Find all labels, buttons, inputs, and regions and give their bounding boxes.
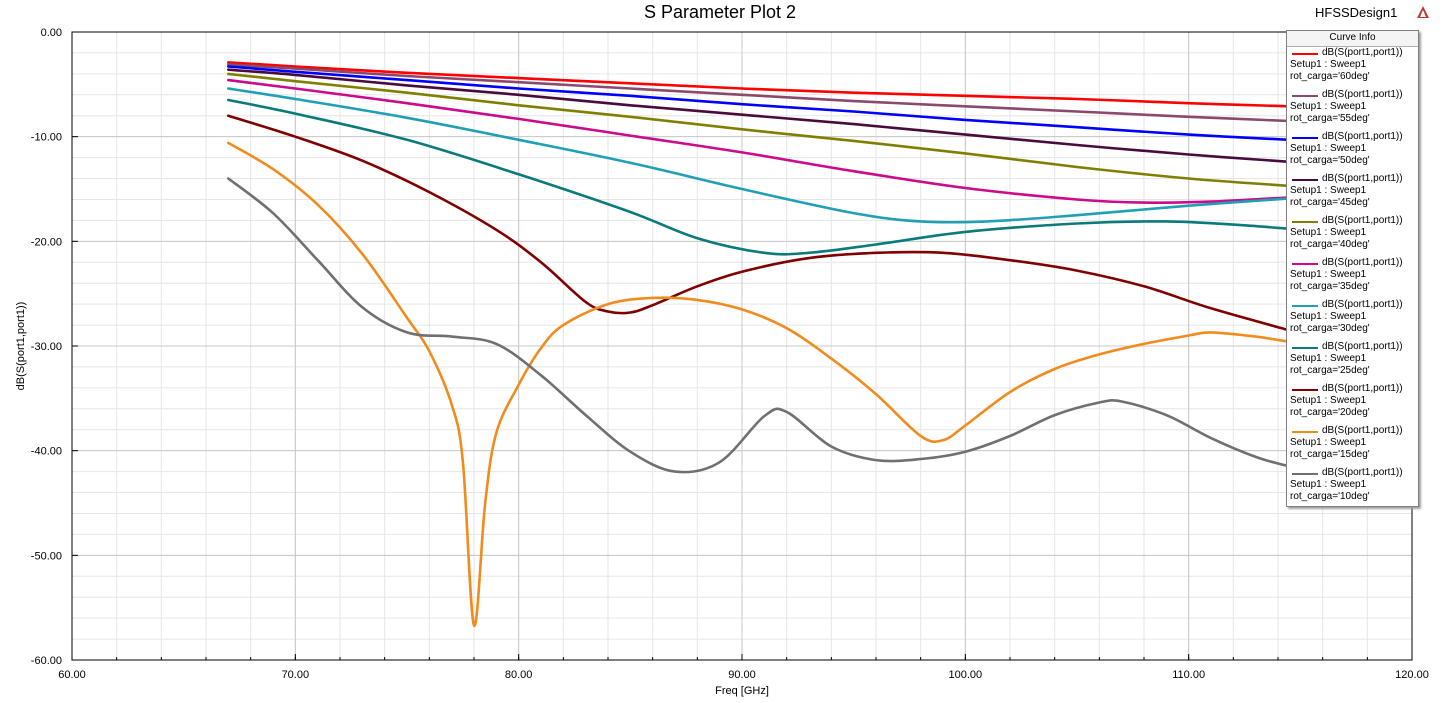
legend-setup: Setup1 : Sweep1	[1290, 311, 1367, 322]
y-tick-label: -30.00	[31, 341, 62, 353]
y-axis-label: dB(S(port1,port1))	[15, 302, 27, 391]
legend-swatch	[1292, 263, 1318, 265]
chart-title: S Parameter Plot 2	[643, 2, 797, 22]
legend-parameter: rot_carga='15deg'	[1290, 449, 1370, 460]
ansys-logo-icon	[1417, 6, 1429, 18]
legend-setup: Setup1 : Sweep1	[1290, 227, 1367, 238]
legend-setup: Setup1 : Sweep1	[1290, 395, 1367, 406]
legend-parameter: rot_carga='45deg'	[1290, 197, 1370, 208]
series-line-2	[227, 65, 1291, 142]
legend-expression: dB(S(port1,port1))	[1322, 215, 1403, 226]
legend-swatch	[1292, 137, 1318, 139]
legend-expression: dB(S(port1,port1))	[1322, 47, 1403, 58]
legend-expression: dB(S(port1,port1))	[1322, 89, 1403, 100]
legend-swatch	[1292, 95, 1318, 97]
x-axis-label: Freq [GHz]	[715, 685, 769, 697]
legend-expression: dB(S(port1,port1))	[1322, 425, 1403, 436]
series-line-0	[227, 61, 1291, 108]
legend-swatch	[1292, 53, 1318, 55]
x-tick-label: 90.00	[728, 669, 756, 681]
legend-entry[interactable]: dB(S(port1,port1)) Setup1 : Sweep1 rot_car…	[1287, 299, 1418, 341]
x-tick-label: 110.00	[1172, 669, 1205, 681]
series-line-10	[227, 177, 1291, 474]
legend-entry[interactable]: dB(S(port1,port1)) Setup1 : Sweep1 rot_car…	[1287, 131, 1418, 173]
legend-parameter: rot_carga='25deg'	[1290, 365, 1370, 376]
legend-setup: Setup1 : Sweep1	[1290, 59, 1367, 70]
legend-entry[interactable]: dB(S(port1,port1)) Setup1 : Sweep1 rot_car…	[1287, 341, 1418, 383]
series-line-9	[227, 141, 1291, 627]
legend-expression: dB(S(port1,port1))	[1322, 383, 1403, 394]
legend-swatch	[1292, 389, 1318, 391]
legend-setup: Setup1 : Sweep1	[1290, 269, 1367, 280]
x-tick-label: 80.00	[505, 669, 533, 681]
x-tick-label: 120.00	[1395, 669, 1429, 681]
legend-parameter: rot_carga='30deg'	[1290, 323, 1370, 334]
legend-entry[interactable]: dB(S(port1,port1)) Setup1 : Sweep1 rot_car…	[1287, 173, 1418, 215]
legend-swatch	[1292, 347, 1318, 349]
legend-parameter: rot_carga='40deg'	[1290, 239, 1370, 250]
legend-entries: dB(S(port1,port1)) Setup1 : Sweep1 rot_car…	[1287, 47, 1418, 509]
legend-entry[interactable]: dB(S(port1,port1)) Setup1 : Sweep1 rot_car…	[1287, 47, 1418, 89]
legend-entry[interactable]: dB(S(port1,port1)) Setup1 : Sweep1 rot_car…	[1287, 257, 1418, 299]
y-tick-label: -20.00	[31, 236, 62, 248]
legend-entry[interactable]: dB(S(port1,port1)) Setup1 : Sweep1 rot_car…	[1287, 89, 1418, 131]
legend-expression: dB(S(port1,port1))	[1322, 467, 1403, 478]
legend-header: Curve Info	[1287, 31, 1418, 47]
series-line-4	[227, 72, 1291, 188]
series-line-7	[227, 98, 1291, 256]
x-tick-label: 60.00	[58, 669, 86, 681]
y-tick-label: -50.00	[31, 550, 62, 562]
y-tick-label: -10.00	[31, 132, 62, 144]
legend-swatch	[1292, 431, 1318, 433]
legend-parameter: rot_carga='35deg'	[1290, 281, 1370, 292]
legend-swatch	[1292, 221, 1318, 223]
legend-parameter: rot_carga='55deg'	[1290, 113, 1370, 124]
legend-entry[interactable]: dB(S(port1,port1)) Setup1 : Sweep1 rot_car…	[1287, 467, 1418, 509]
series-line-6	[227, 87, 1291, 224]
y-tick-label: 0.00	[41, 27, 62, 39]
legend-parameter: rot_carga='50deg'	[1290, 155, 1370, 166]
legend-setup: Setup1 : Sweep1	[1290, 479, 1367, 490]
series-line-5	[227, 78, 1291, 205]
series-line-3	[227, 68, 1291, 164]
legend-setup: Setup1 : Sweep1	[1290, 143, 1367, 154]
legend-parameter: rot_carga='60deg'	[1290, 71, 1370, 82]
x-tick-label: 100.00	[949, 669, 983, 681]
legend-swatch	[1292, 473, 1318, 475]
legend-setup: Setup1 : Sweep1	[1290, 437, 1367, 448]
legend-expression: dB(S(port1,port1))	[1322, 173, 1403, 184]
y-tick-label: -60.00	[31, 655, 62, 667]
x-tick-label: 70.00	[282, 669, 310, 681]
legend-entry[interactable]: dB(S(port1,port1)) Setup1 : Sweep1 rot_car…	[1287, 215, 1418, 257]
legend-swatch	[1292, 305, 1318, 307]
series-line-8	[227, 114, 1291, 332]
legend-expression: dB(S(port1,port1))	[1322, 299, 1403, 310]
legend-expression: dB(S(port1,port1))	[1322, 131, 1403, 142]
legend-setup: Setup1 : Sweep1	[1290, 353, 1367, 364]
legend-entry[interactable]: dB(S(port1,port1)) Setup1 : Sweep1 rot_car…	[1287, 425, 1418, 467]
legend-expression: dB(S(port1,port1))	[1322, 341, 1403, 352]
y-tick-label: -40.00	[31, 446, 62, 458]
legend-setup: Setup1 : Sweep1	[1290, 185, 1367, 196]
curve-info-legend[interactable]: Curve Info dB(S(port1,port1)) Setup1 : Sw…	[1286, 30, 1419, 507]
legend-expression: dB(S(port1,port1))	[1322, 257, 1403, 268]
legend-parameter: rot_carga='20deg'	[1290, 407, 1370, 418]
legend-setup: Setup1 : Sweep1	[1290, 101, 1367, 112]
legend-entry[interactable]: dB(S(port1,port1)) Setup1 : Sweep1 rot_car…	[1287, 383, 1418, 425]
legend-parameter: rot_carga='10deg'	[1290, 491, 1370, 502]
series-line-1	[227, 63, 1291, 123]
design-name: HFSSDesign1	[1315, 5, 1398, 20]
legend-swatch	[1292, 179, 1318, 181]
